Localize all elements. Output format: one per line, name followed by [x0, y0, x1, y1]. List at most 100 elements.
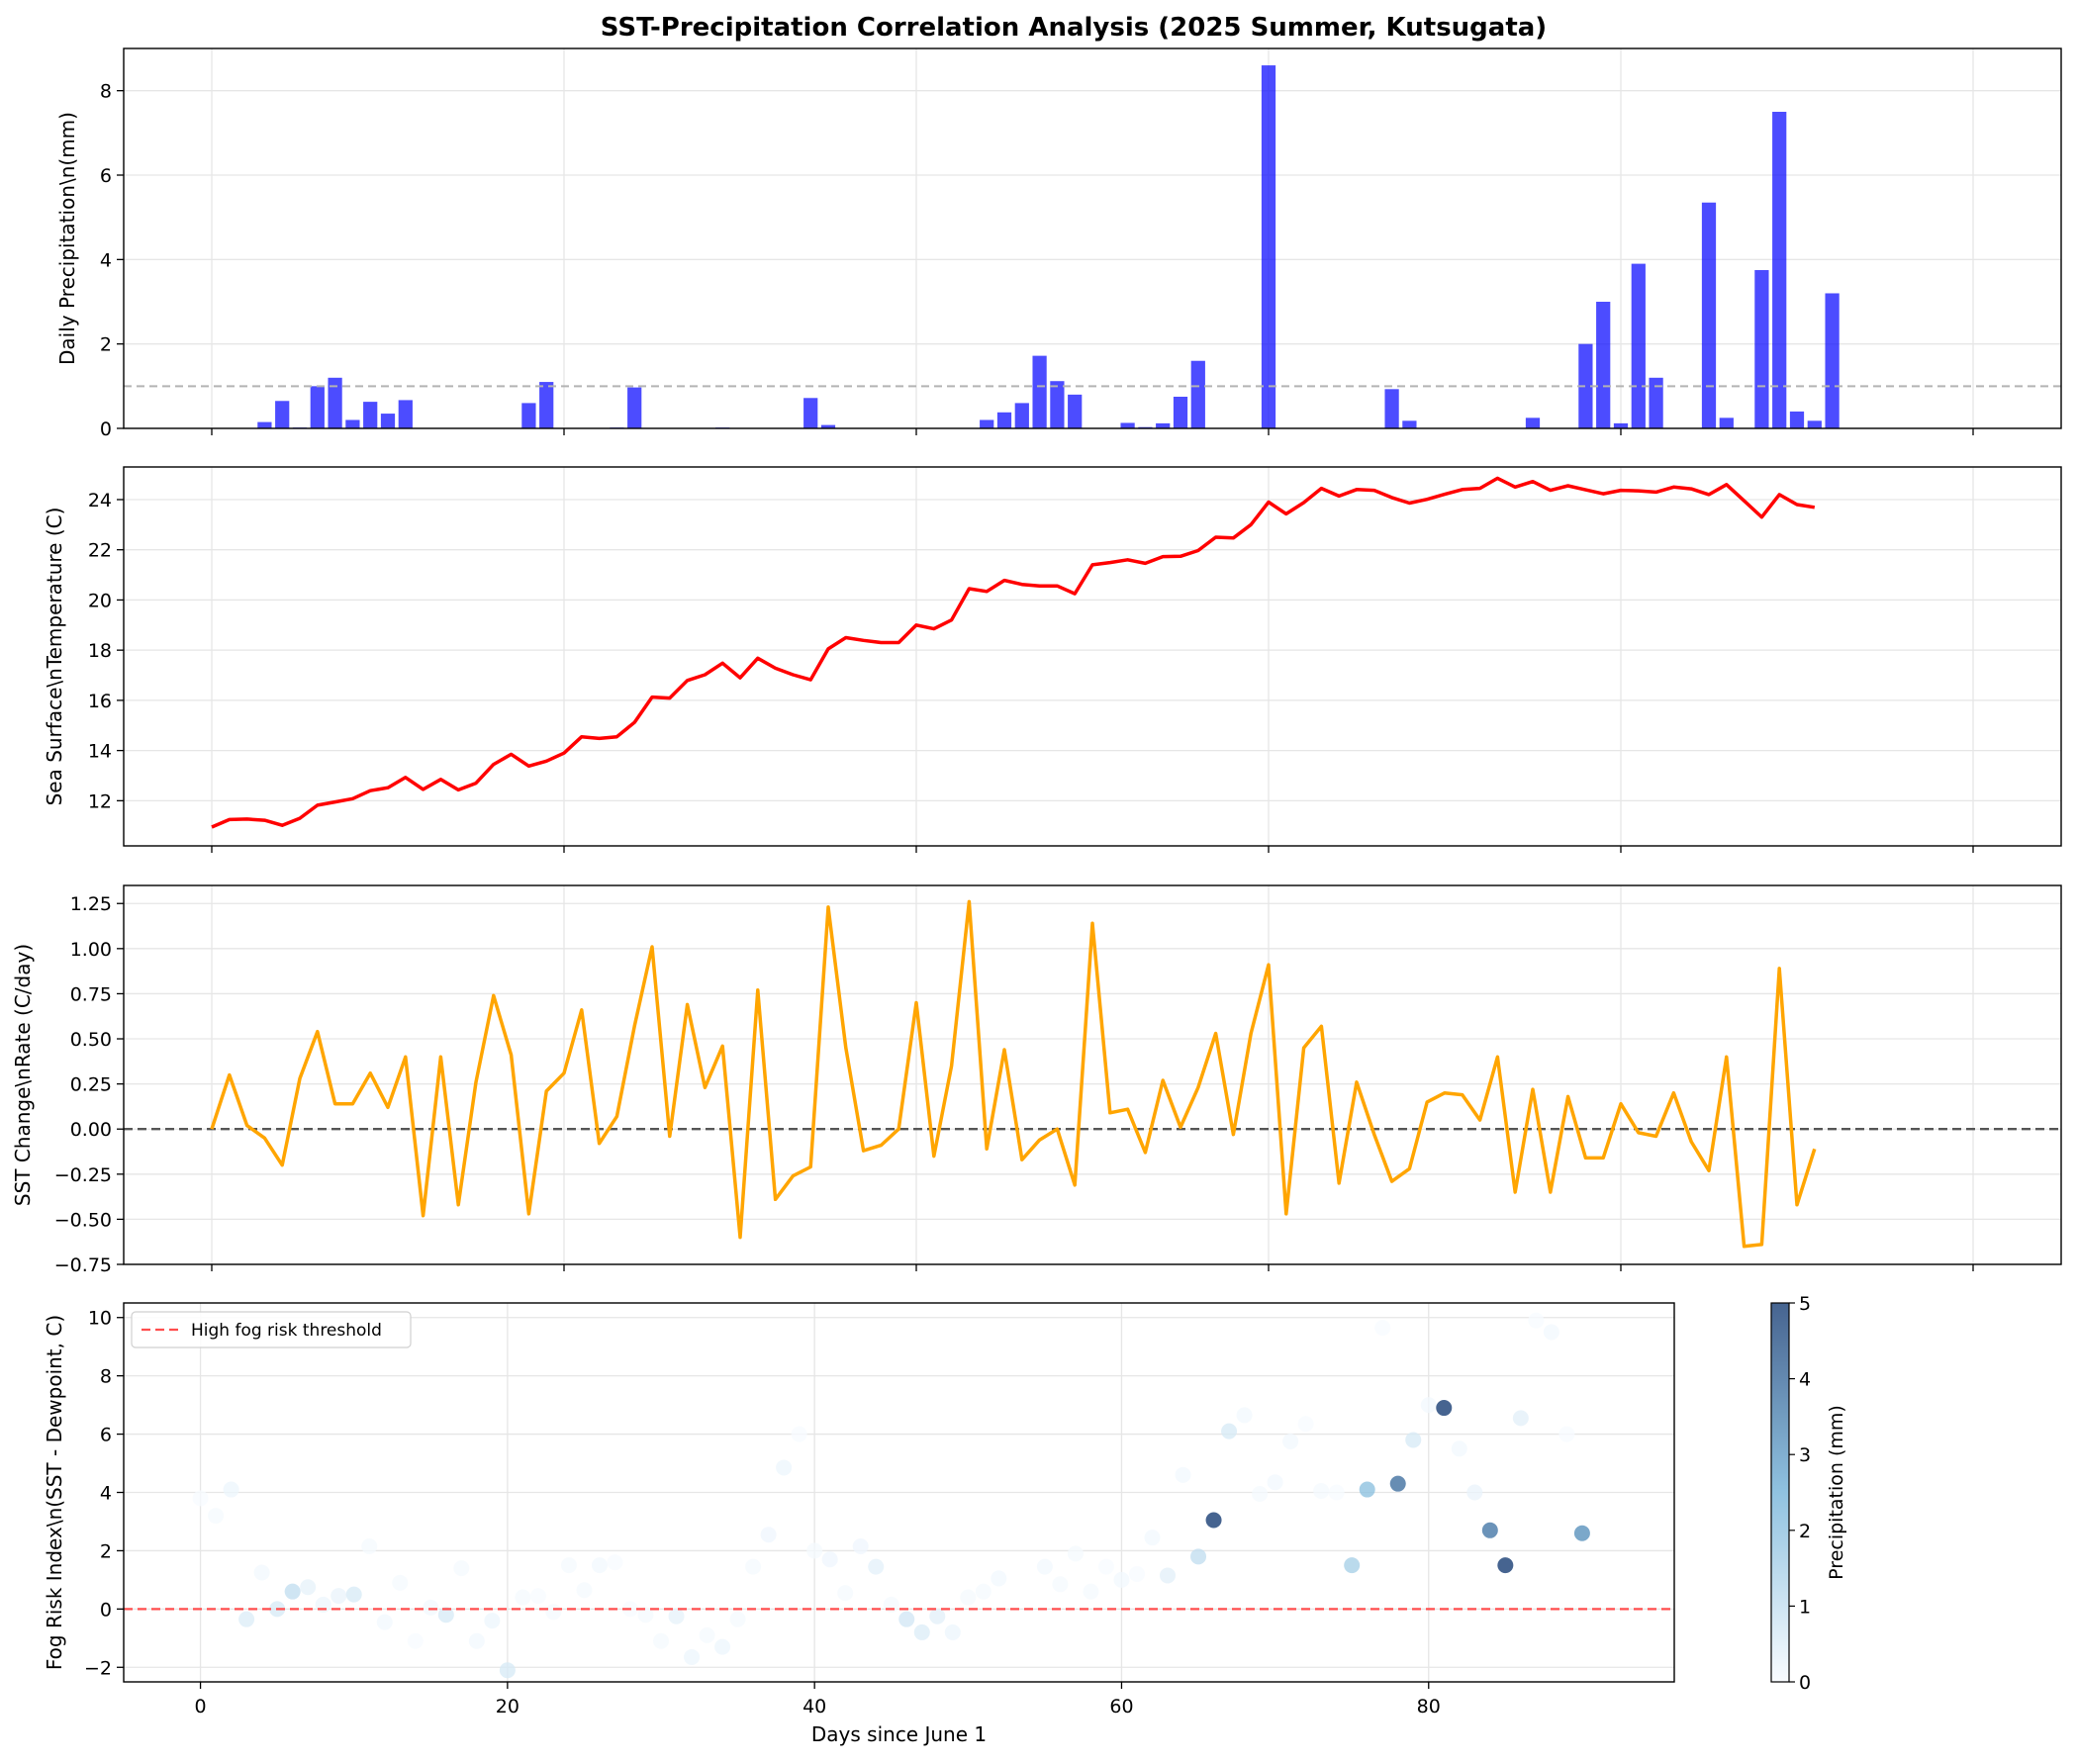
precipitation-bar — [1384, 389, 1399, 428]
scatter-point — [1067, 1545, 1084, 1562]
y-tick-label: 1.25 — [70, 893, 112, 915]
scatter-point — [1344, 1557, 1361, 1574]
scatter-point — [330, 1588, 347, 1605]
scatter-point — [1190, 1548, 1207, 1565]
x-tick-label: 80 — [1417, 1696, 1441, 1718]
legend-box — [131, 1311, 412, 1348]
scatter-point — [1113, 1571, 1130, 1588]
colorbar-scale — [1770, 1302, 1790, 1683]
precipitation-bar — [539, 382, 554, 428]
scatter-point — [714, 1638, 731, 1655]
scatter-point — [1267, 1474, 1283, 1491]
x-axis-label: Days since June 1 — [811, 1722, 987, 1746]
scatter-point — [284, 1583, 301, 1600]
precipitation-bar — [1190, 360, 1205, 428]
scatter-point — [883, 1596, 899, 1613]
precipitation-bar — [980, 419, 994, 428]
scatter-point — [1160, 1567, 1177, 1584]
precipitation-bar — [1156, 422, 1171, 428]
precipitation-bar — [1825, 293, 1840, 428]
scatter-point — [821, 1551, 838, 1568]
precipitation-bar — [1525, 418, 1541, 428]
scatter-point — [1328, 1484, 1345, 1501]
scatter-point — [345, 1586, 362, 1603]
scatter-point — [653, 1632, 670, 1649]
y-tick-label: 10 — [88, 1308, 112, 1330]
precipitation-bar — [1754, 270, 1769, 428]
precipitation-bar — [803, 398, 818, 428]
scatter-point — [1205, 1512, 1222, 1529]
y-tick-label: 1.00 — [70, 939, 112, 961]
y-tick-label: −0.50 — [54, 1209, 112, 1231]
scatter-point — [944, 1624, 961, 1640]
scatter-point — [1144, 1530, 1161, 1546]
scatter-point — [699, 1626, 715, 1643]
x-tick-label: 20 — [496, 1696, 519, 1718]
y-tick-label: 4 — [100, 1483, 112, 1505]
scatter-point — [499, 1662, 516, 1679]
scatter-point — [484, 1613, 501, 1629]
precipitation-bar — [345, 419, 360, 428]
y-tick-label: 2 — [100, 1540, 112, 1562]
legend-label: High fog risk threshold — [191, 1321, 382, 1341]
scatter-point — [684, 1648, 701, 1665]
scatter-point — [560, 1557, 577, 1574]
scatter-point — [1052, 1576, 1069, 1593]
y-tick-label: 0.75 — [70, 983, 112, 1005]
y-tick-label: 6 — [100, 1425, 112, 1446]
sst-series-line — [211, 476, 1816, 829]
scatter-point — [1389, 1475, 1406, 1492]
scatter-point — [776, 1459, 793, 1476]
scatter-point — [238, 1611, 255, 1627]
fog-risk-panel: −2 0 2 4 6 8 10 0 20 40 60 80 Fog Risk Index\n(SST -… — [43, 1302, 1675, 1746]
plot-frame — [123, 1302, 1675, 1683]
precipitation-bar — [627, 387, 642, 428]
precipitation-bar — [1649, 377, 1663, 428]
y-tick-label: 0.50 — [70, 1029, 112, 1051]
scatter-point — [1451, 1440, 1467, 1457]
precipitation-colorbar: 0 1 2 3 4 5 Precipitation (mm) — [1770, 1293, 1847, 1694]
y-tick-label: 8 — [100, 1366, 112, 1388]
scatter-point — [576, 1582, 593, 1599]
x-tick-label: 60 — [1109, 1696, 1133, 1718]
scatter-point — [407, 1632, 424, 1649]
y-tick-label: 20 — [88, 590, 112, 611]
precipitation-bar — [996, 412, 1012, 428]
figure-title: SST-Precipitation Correlation Analysis (… — [601, 13, 1547, 43]
scatter-point — [898, 1611, 915, 1627]
plot-frame — [123, 466, 2062, 847]
y-axis-label: SST Change\nRate (C/day) — [11, 944, 35, 1206]
scatter-point — [1128, 1565, 1145, 1582]
y-axis-label: Daily Precipitation\n(mm) — [55, 112, 79, 365]
scatter-point — [1083, 1583, 1099, 1600]
scatter-point — [361, 1538, 378, 1555]
colorbar-label: Precipitation (mm) — [1826, 1405, 1847, 1580]
scatter-point — [468, 1632, 485, 1649]
scatter-point — [668, 1608, 685, 1625]
scatter-point — [453, 1560, 470, 1577]
y-tick-label: 6 — [100, 165, 112, 187]
scatter-point — [837, 1585, 854, 1602]
y-tick-label: 4 — [100, 249, 112, 271]
scatter-point — [868, 1558, 885, 1575]
y-tick-label: −2 — [84, 1657, 112, 1679]
scatter-point — [791, 1426, 807, 1442]
precipitation-bar — [1631, 263, 1646, 428]
y-tick-label: −0.25 — [54, 1164, 112, 1186]
precipitation-bar — [1032, 355, 1047, 428]
colorbar-tick-label: 5 — [1799, 1293, 1811, 1315]
sst-panel: 12 14 16 18 20 22 24 Sea Surface\nTemperature (… — [43, 466, 2062, 853]
scatter-point — [607, 1554, 623, 1571]
scatter-point — [529, 1588, 546, 1605]
precipitation-bar — [1613, 422, 1629, 428]
scatter-point — [1282, 1433, 1299, 1449]
scatter-point — [991, 1570, 1007, 1587]
scatter-point — [1236, 1407, 1253, 1424]
precipitation-panel: 0 2 4 6 8 Daily Precipitation\n(mm) — [55, 47, 2062, 440]
scatter-point — [1420, 1397, 1437, 1414]
precipitation-bar — [380, 414, 396, 428]
scatter-point — [1175, 1466, 1191, 1483]
y-tick-label: 0.00 — [70, 1119, 112, 1141]
scatter-point — [929, 1608, 946, 1625]
